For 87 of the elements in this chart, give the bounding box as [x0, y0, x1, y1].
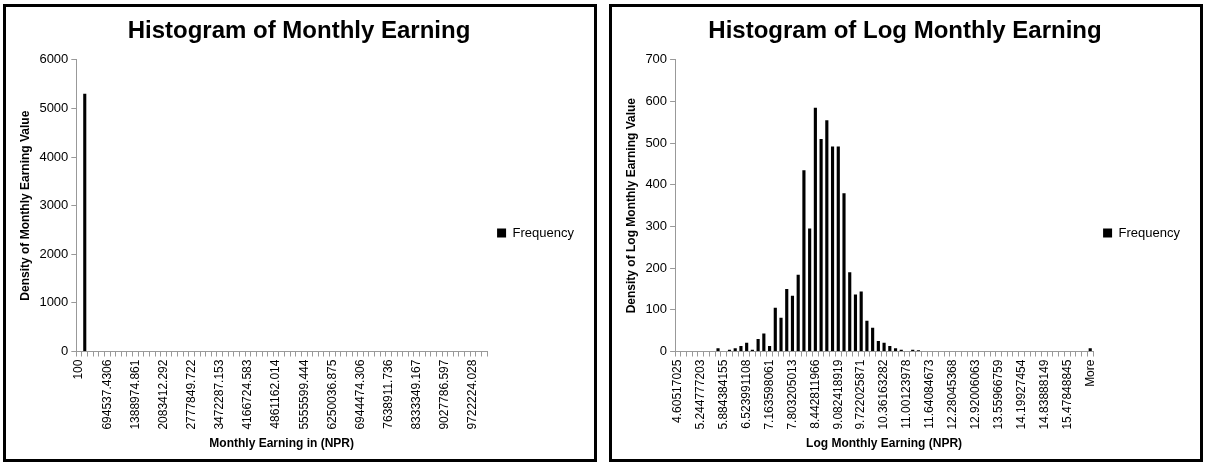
- y-tick-label: 1000: [39, 294, 69, 310]
- x-tick-label: More: [1082, 359, 1097, 387]
- x-tick-label: 2777849.722: [183, 359, 198, 430]
- y-tick-label: 3000: [39, 197, 69, 213]
- x-tick-label: 5555599.444: [296, 359, 311, 430]
- bar: [745, 342, 749, 352]
- x-tick-label: 14.83888149: [1036, 359, 1051, 430]
- bar: [790, 295, 795, 352]
- x-tick-label: 9027786.597: [437, 359, 452, 430]
- bar: [871, 327, 875, 352]
- bar: [842, 193, 846, 352]
- y-tick-label: 300: [645, 218, 668, 234]
- bar: [865, 320, 869, 352]
- x-tick-label: 11.64084673: [922, 359, 937, 429]
- x-tick-label: 8333349.167: [409, 359, 424, 430]
- y-tick-label: 4000: [39, 148, 69, 164]
- x-tick-label: 7.803205013: [784, 359, 799, 430]
- x-tick-label: 10.36163282: [876, 359, 891, 430]
- x-tick-label: 9722224.028: [465, 359, 480, 430]
- x-tick-label: 12.92006063: [968, 359, 983, 430]
- x-tick-label: 4861162.014: [268, 359, 283, 429]
- bar: [830, 146, 835, 352]
- bar: [773, 307, 777, 352]
- bar: [716, 348, 720, 352]
- bar: [1088, 348, 1092, 352]
- bar: [882, 342, 886, 352]
- y-tick-label: 400: [645, 176, 668, 192]
- y-tick-label: 100: [645, 301, 668, 317]
- bar: [888, 346, 892, 352]
- bar: [876, 341, 880, 352]
- x-tick-label: 9.722025871: [853, 359, 868, 430]
- x-tick-label: 6250036.875: [324, 359, 339, 430]
- y-tick-label: 0: [61, 343, 69, 359]
- x-tick-label: 5.244777203: [693, 359, 708, 430]
- y-tick-label: 5000: [39, 100, 69, 115]
- bar: [853, 294, 858, 352]
- x-tick-label: 1388974.861: [127, 359, 142, 430]
- y-tick-label: 2000: [39, 245, 69, 261]
- y-tick-label: 600: [645, 93, 668, 109]
- bar: [733, 348, 737, 352]
- x-tick-label: 11.00123978: [899, 359, 914, 429]
- x-tick-label: 100: [71, 359, 86, 380]
- bar: [762, 333, 766, 352]
- chart-title: Histogram of Log Monthly Earning: [708, 16, 1102, 44]
- y-axis-title: Density of Monthly Earning Value: [17, 110, 32, 301]
- bar: [785, 289, 789, 352]
- x-tick-label: 7638911.736: [380, 359, 395, 429]
- x-tick-label: 4.60517025: [670, 359, 685, 423]
- x-tick-label: 694537.4306: [99, 359, 114, 430]
- x-tick-label: 6944474.306: [352, 359, 367, 430]
- legend-label: Frequency: [1118, 224, 1181, 240]
- x-tick-label: 14.19927454: [1013, 359, 1028, 430]
- bar: [802, 170, 806, 352]
- x-tick-label: 6.523991108: [738, 359, 753, 429]
- bar: [796, 274, 800, 352]
- y-tick-label: 6000: [39, 51, 69, 67]
- y-tick-label: 200: [645, 259, 668, 275]
- x-tick-label: 15.47848845: [1059, 359, 1074, 430]
- bar: [779, 317, 783, 352]
- x-tick-label: 5.884384155: [716, 359, 731, 430]
- y-axis-title: Density of Log Monthly Earning Value: [623, 97, 638, 314]
- chart-title: Histogram of Monthly Earning: [127, 16, 471, 44]
- x-tick-label: 7.163598061: [761, 359, 776, 430]
- bar: [739, 346, 743, 352]
- y-tick-label: 0: [659, 343, 668, 359]
- x-tick-label: 12.28045368: [945, 359, 960, 430]
- bar: [819, 138, 823, 352]
- x-tick-label: 4166724.583: [240, 359, 255, 430]
- x-tick-label: 13.55966759: [990, 359, 1005, 430]
- y-tick-label: 700: [645, 51, 668, 67]
- legend-label: Frequency: [512, 224, 575, 240]
- bar: [767, 346, 772, 352]
- bar: [813, 107, 817, 352]
- bar: [825, 120, 829, 352]
- x-tick-label: 3472287.153: [212, 359, 227, 430]
- x-axis-title: Monthly Earning in (NPR): [209, 436, 355, 451]
- bar: [848, 272, 852, 352]
- bar: [859, 291, 863, 352]
- bar: [836, 146, 840, 352]
- bar: [893, 348, 898, 352]
- bar: [808, 228, 812, 352]
- x-tick-label: 8.442811966: [807, 359, 822, 429]
- x-axis-title: Log Monthly Earning (NPR): [806, 436, 963, 451]
- y-tick-label: 500: [645, 134, 668, 150]
- bar: [756, 339, 760, 352]
- x-tick-label: 9.082418919: [830, 359, 845, 430]
- x-tick-label: 2083412.292: [155, 359, 170, 430]
